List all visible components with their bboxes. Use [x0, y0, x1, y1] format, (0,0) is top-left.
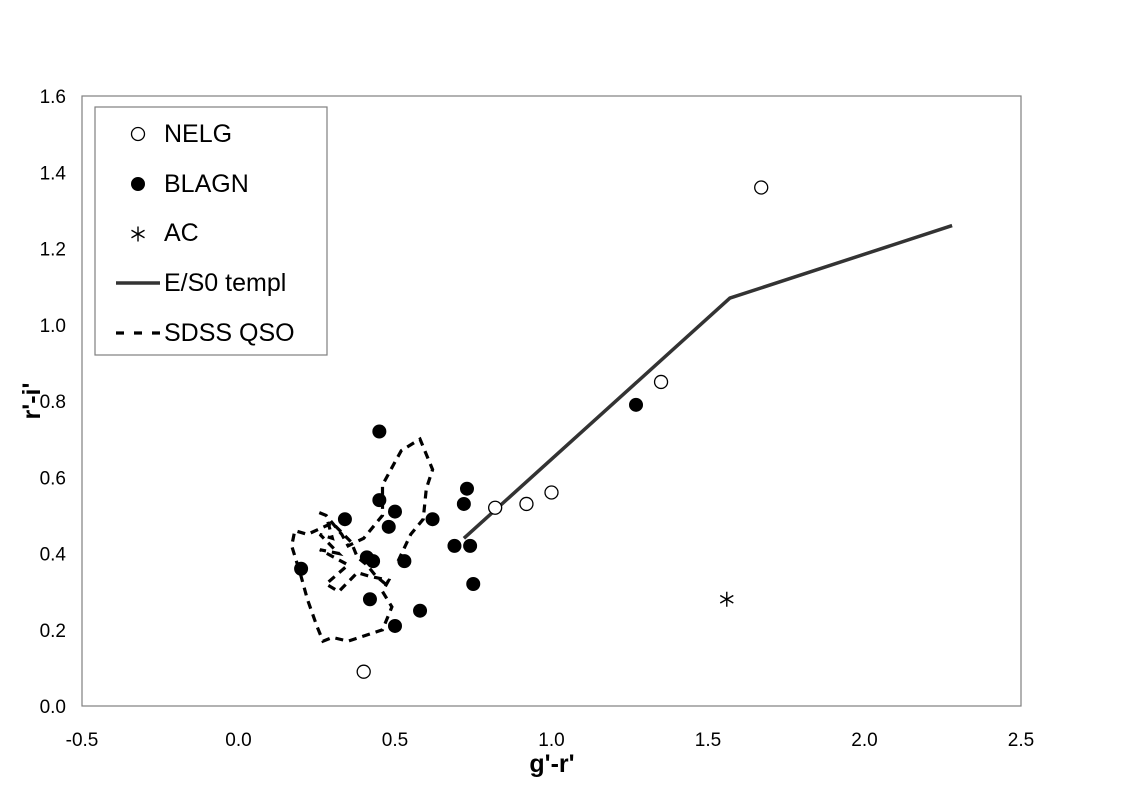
blagn-point-17: [466, 577, 481, 591]
e-s0-templ-line: [462, 223, 953, 540]
legend-label-sdss-qso: SDSS QSO: [164, 319, 295, 347]
x-axis-ticks: -0.5 0.0 0.5 1.0 1.5 2.0 2.5: [66, 730, 1035, 751]
y-tick-label-7: 1.4: [40, 163, 67, 184]
blagn-point-15: [459, 481, 474, 496]
nelg-point-1: [488, 500, 503, 515]
marker-series-group: [294, 180, 769, 679]
blagn-point-4: [366, 554, 381, 569]
blagn-point-6: [372, 493, 387, 508]
blagn-point-11: [413, 603, 428, 618]
legend-label-nelg: NELG: [164, 120, 232, 148]
y-tick-label-8: 1.6: [40, 87, 66, 108]
x-tick-label-4: 1.5: [695, 730, 721, 751]
x-tick-label-0: -0.5: [66, 730, 99, 751]
nelg-point-5: [754, 180, 769, 195]
blagn-point-16: [463, 538, 478, 553]
y-axis-title: r'-i': [18, 383, 46, 420]
legend: NELG BLAGN AC E/S0 templ SDSS QSO: [94, 106, 328, 356]
legend-symbol-ac: [131, 226, 145, 242]
blagn-point-8: [388, 504, 402, 519]
nelg-point-0: [356, 664, 371, 679]
y-tick-label-3: 0.6: [40, 468, 66, 489]
y-tick-label-0: 0.0: [40, 697, 66, 718]
x-tick-label-1: 0.0: [225, 730, 251, 751]
legend-symbol-nelg: [130, 126, 146, 142]
y-tick-label-4: 0.8: [40, 392, 66, 413]
blagn-point-7: [381, 519, 396, 534]
legend-label-blagn: BLAGN: [164, 170, 249, 198]
blagn-point-10: [397, 554, 412, 569]
x-tick-label-5: 2.0: [851, 730, 877, 751]
nelg-point-3: [544, 485, 559, 500]
y-tick-label-5: 1.0: [40, 316, 66, 337]
blagn-point-3: [362, 592, 377, 607]
plot-area-frame: [81, 95, 1022, 707]
y-axis-ticks: 0.0 0.2 0.4 0.6 0.8 1.0 1.2 1.4 1.6: [40, 87, 67, 718]
blagn-point-9: [388, 618, 402, 633]
blagn-point-18: [629, 397, 644, 412]
x-axis-title: g'-r': [529, 750, 574, 778]
legend-label-ac: AC: [164, 219, 199, 247]
x-tick-label-6: 2.5: [1008, 730, 1034, 751]
blagn-point-13: [447, 538, 462, 553]
y-tick-label-1: 0.2: [40, 621, 66, 642]
nelg-point-4: [653, 374, 669, 390]
sdss-qso-line: [290, 436, 435, 644]
legend-symbol-blagn: [131, 177, 145, 191]
x-tick-label-3: 1.0: [538, 730, 564, 751]
legend-symbols: [116, 126, 160, 335]
y-tick-label-6: 1.2: [40, 240, 66, 261]
line-series-group: [290, 223, 953, 644]
y-tick-label-2: 0.4: [40, 545, 67, 566]
blagn-point-1: [337, 512, 352, 527]
ac-point-0: [719, 591, 734, 607]
legend-label-es0-templ: E/S0 templ: [164, 269, 286, 297]
x-tick-label-2: 0.5: [382, 730, 408, 751]
blagn-point-12: [425, 512, 440, 527]
blagn-point-5: [372, 424, 387, 439]
blagn-point-14: [456, 496, 471, 511]
blagn-point-0: [294, 561, 309, 576]
nelg-point-2: [519, 496, 534, 512]
